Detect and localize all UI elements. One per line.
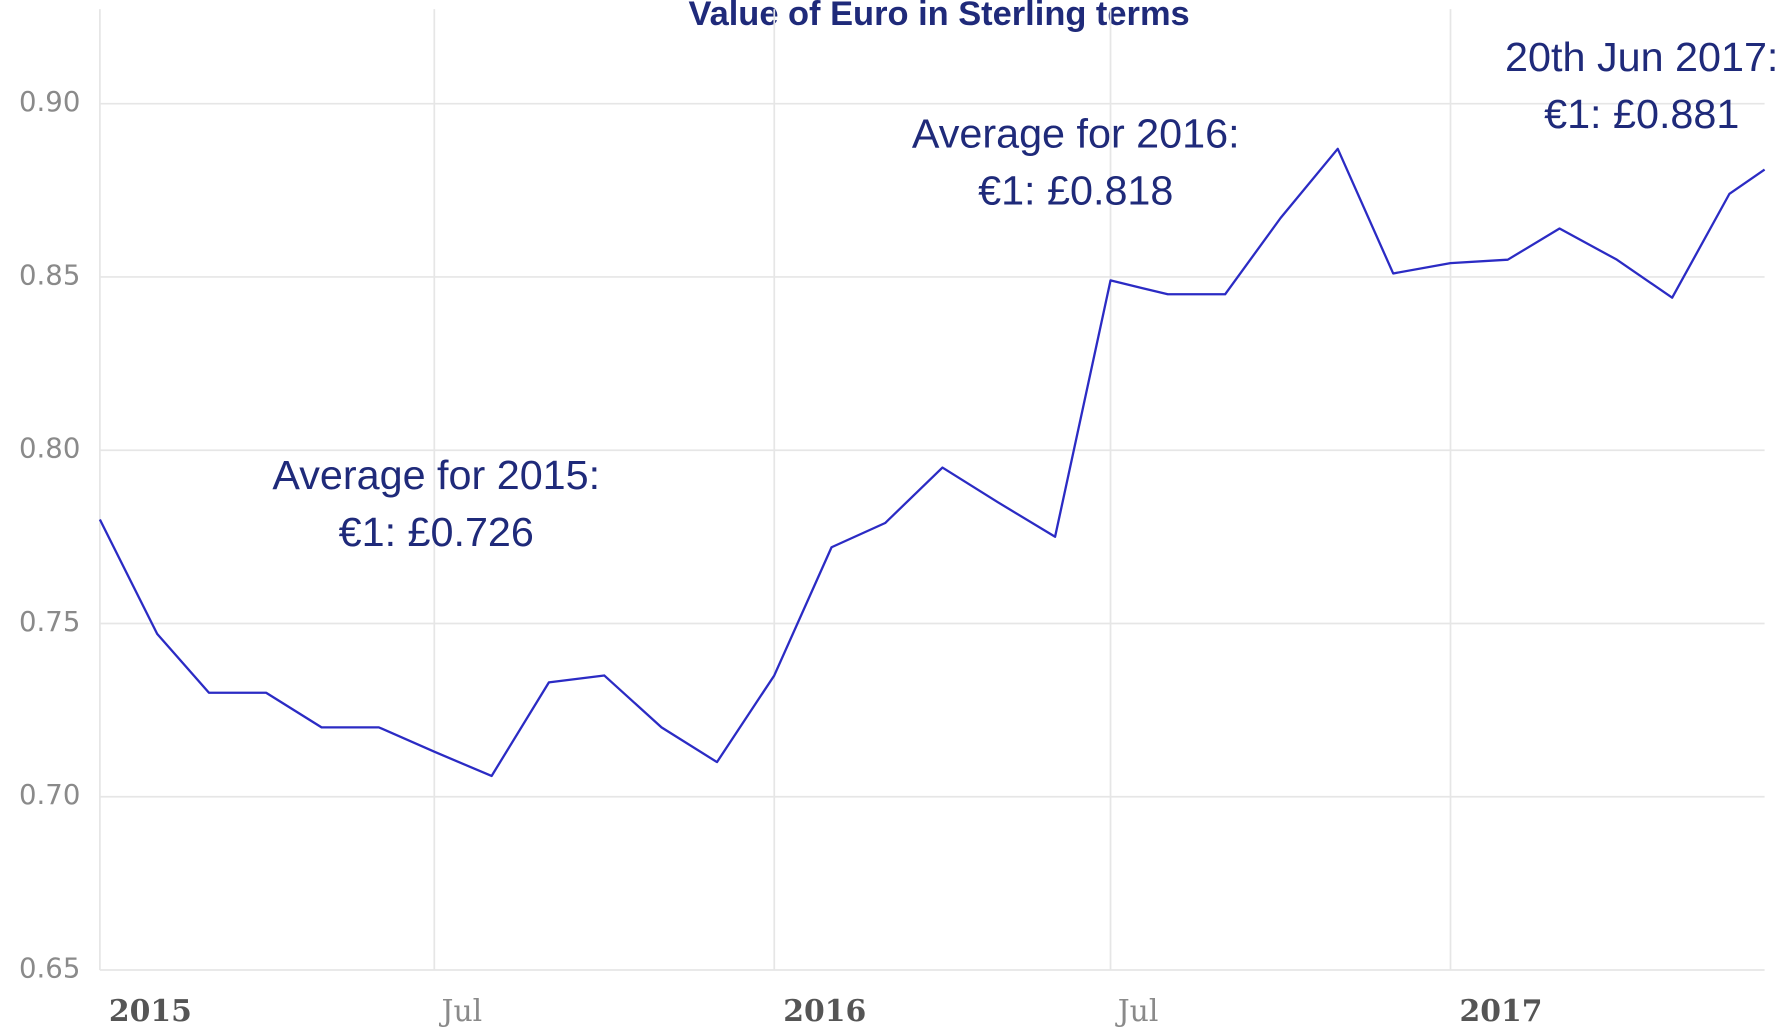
- annotation: Average for 2016:: [912, 111, 1240, 157]
- y-tick-label: 0.70: [19, 780, 80, 811]
- annotation: Average for 2015:: [272, 452, 600, 498]
- annotation: €1: £0.881: [1544, 91, 1739, 137]
- x-tick-label: 2015: [109, 994, 192, 1029]
- x-tick-label: Jul: [1115, 994, 1159, 1029]
- y-tick-label: 0.65: [19, 954, 80, 985]
- y-tick-label: 0.90: [19, 87, 80, 118]
- y-tick-label: 0.80: [19, 434, 80, 465]
- annotation: €1: £0.726: [339, 509, 534, 555]
- x-tick-label: Jul: [438, 994, 482, 1029]
- x-tick-label: 2017: [1459, 994, 1542, 1029]
- x-tick-label: 2016: [783, 994, 866, 1029]
- data-line: [98, 147, 1766, 778]
- chart-title: Value of Euro in Sterling terms: [689, 0, 1190, 33]
- y-tick-label: 0.85: [19, 261, 80, 292]
- y-tick-label: 0.75: [19, 607, 80, 638]
- annotation: €1: £0.818: [978, 168, 1173, 214]
- annotation: 20th Jun 2017:: [1505, 34, 1778, 80]
